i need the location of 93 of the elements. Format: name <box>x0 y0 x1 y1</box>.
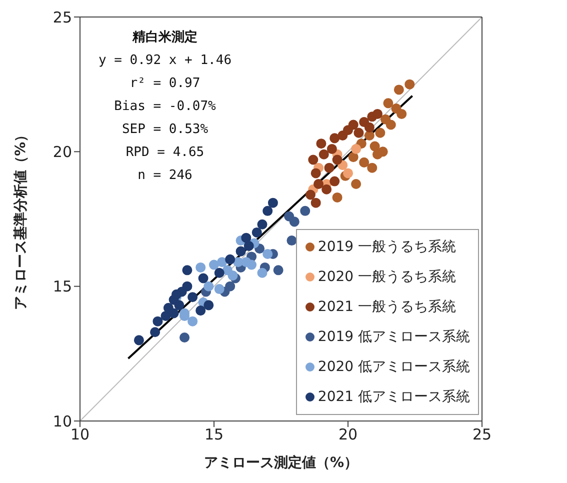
point <box>152 316 163 326</box>
point <box>305 190 316 200</box>
legend-label: 2020 一般うるち系統 <box>318 268 456 287</box>
point <box>262 206 273 216</box>
y-tick-label: 25 <box>52 8 72 26</box>
point <box>257 219 268 230</box>
point <box>182 281 192 292</box>
point <box>364 130 374 141</box>
x-tick-label: 20 <box>338 426 358 444</box>
x-tick-label: 15 <box>204 426 224 444</box>
point <box>262 249 273 260</box>
point <box>188 292 198 302</box>
annotation: Bias = -0.07% <box>113 98 217 116</box>
point <box>375 128 386 138</box>
point <box>359 157 370 168</box>
point <box>204 281 214 292</box>
point <box>268 198 278 208</box>
annotation: 精白米測定 <box>131 28 198 47</box>
point <box>396 108 407 119</box>
point <box>324 162 334 173</box>
point <box>367 162 378 173</box>
point <box>308 154 318 165</box>
point <box>236 246 246 256</box>
point <box>332 154 342 165</box>
x-tick-label: 10 <box>70 426 90 444</box>
point <box>150 327 160 338</box>
y-tick-label: 15 <box>52 278 72 296</box>
point <box>404 79 415 90</box>
y-tick-label: 10 <box>52 412 72 430</box>
point <box>386 120 396 130</box>
point <box>378 146 388 157</box>
y-tick-label: 20 <box>52 142 72 161</box>
point <box>289 216 300 227</box>
point <box>370 141 380 152</box>
point <box>168 308 179 318</box>
point <box>196 262 206 272</box>
point <box>322 184 332 194</box>
point <box>286 236 297 246</box>
point <box>246 260 257 270</box>
legend-label: 2021 低アミロース系統 <box>318 388 470 407</box>
point <box>134 335 144 346</box>
point <box>330 133 340 144</box>
point <box>316 138 326 149</box>
annotation: RPD = 4.65 <box>124 144 206 162</box>
point <box>364 122 374 132</box>
legend-label: 2019 低アミロース系統 <box>318 328 470 347</box>
point <box>314 178 324 189</box>
point <box>241 232 252 243</box>
point <box>171 289 182 300</box>
legend-label: 2019 一般うるち系統 <box>318 238 456 257</box>
point <box>217 257 228 268</box>
x-axis-title: アミロース測定値（%） <box>204 454 358 471</box>
point <box>326 144 337 154</box>
point <box>214 284 224 294</box>
legend-label: 2020 低アミロース系統 <box>318 358 470 377</box>
annotation: SEP = 0.53% <box>120 121 210 139</box>
point <box>310 168 321 178</box>
point <box>196 306 206 316</box>
point <box>244 240 254 251</box>
point <box>348 152 358 162</box>
point <box>198 273 208 284</box>
point <box>204 300 214 310</box>
point <box>273 265 284 276</box>
point <box>372 108 382 119</box>
legend-label: 2021 一般うるち系統 <box>318 298 456 317</box>
point <box>174 300 184 310</box>
point <box>228 270 238 281</box>
point <box>342 168 354 178</box>
point <box>214 268 224 278</box>
point <box>180 332 190 343</box>
y-axis-title: アミロース基準分析値（%） <box>12 128 29 310</box>
point <box>310 198 321 208</box>
point <box>225 254 236 264</box>
annotation: y = 0.92 x + 1.46 <box>97 52 233 70</box>
point <box>252 227 262 238</box>
point <box>318 149 329 160</box>
point <box>348 120 358 130</box>
point <box>394 84 404 95</box>
point <box>300 206 310 216</box>
point <box>208 260 220 270</box>
point <box>330 176 340 186</box>
point <box>257 268 268 278</box>
point <box>351 144 362 154</box>
x-tick-label: 25 <box>472 426 492 444</box>
annotation: n = 246 <box>136 167 194 185</box>
point <box>383 98 394 108</box>
point <box>225 281 236 292</box>
point <box>188 316 198 326</box>
point <box>182 265 192 276</box>
point <box>354 128 364 138</box>
point <box>351 178 362 189</box>
point <box>332 192 342 202</box>
annotation: r² = 0.97 <box>128 75 202 93</box>
